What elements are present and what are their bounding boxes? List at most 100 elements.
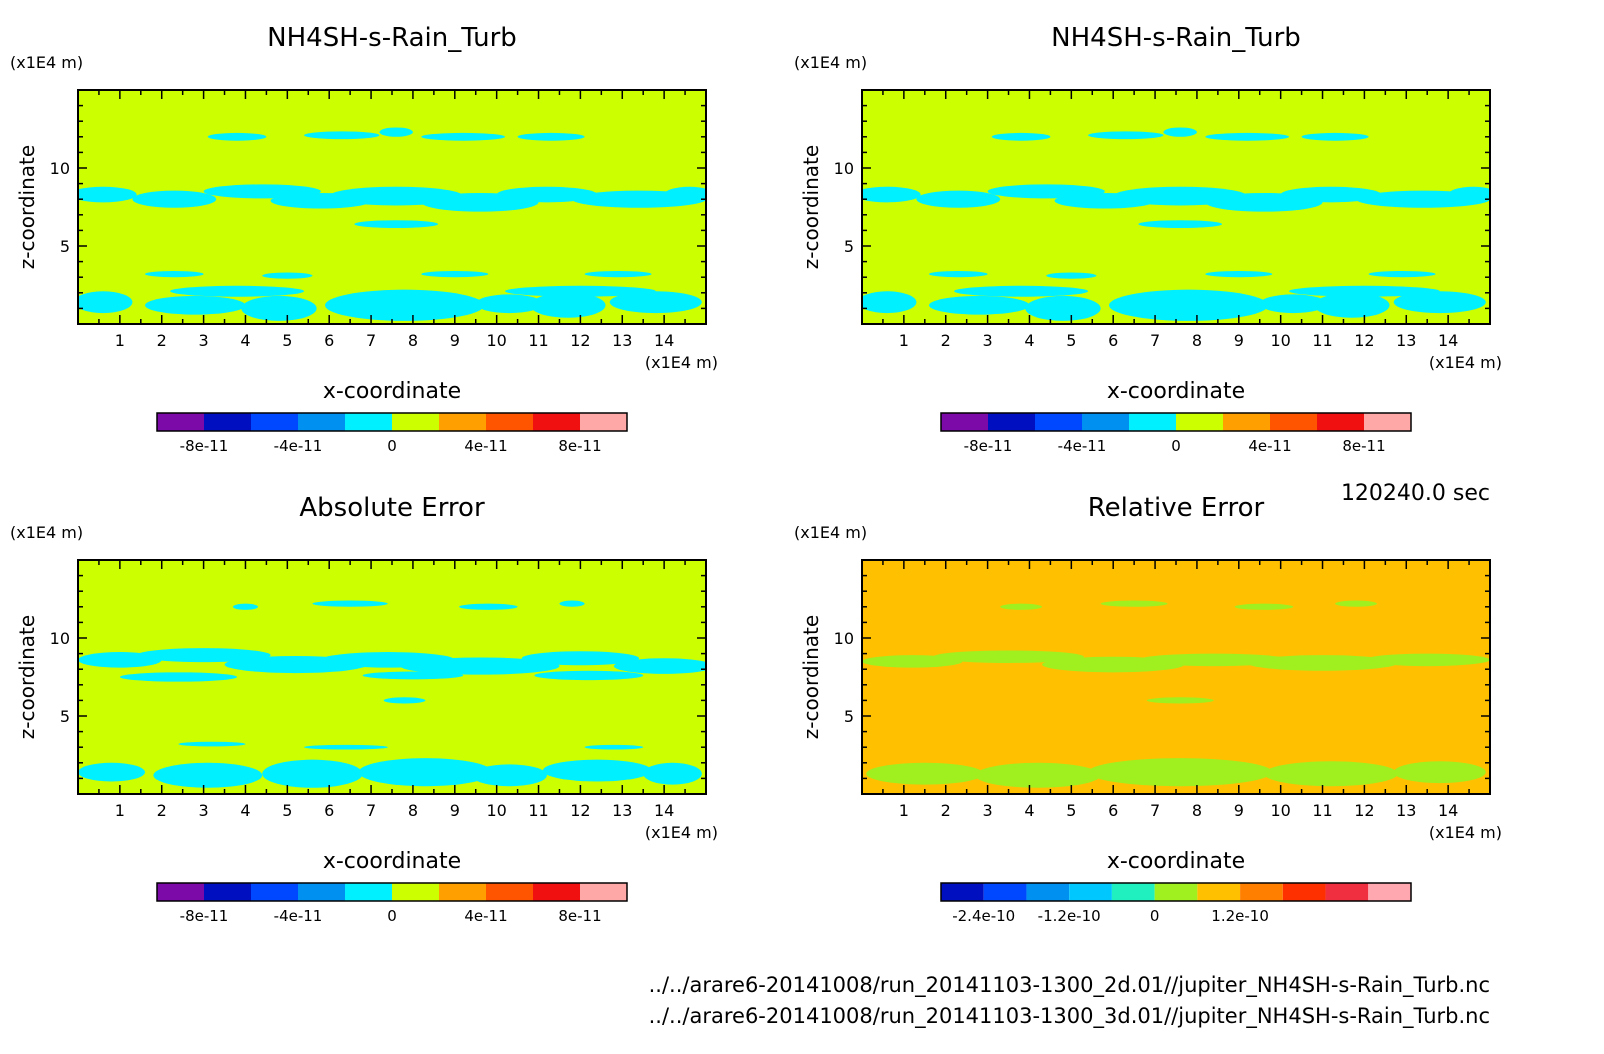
colorbar-swatch [1176, 413, 1223, 431]
contour-region [1138, 220, 1223, 229]
colorbar-label: -8e-11 [180, 907, 229, 925]
colorbar-swatch [251, 413, 298, 431]
colorbar-swatch [345, 413, 392, 431]
x-tick-label: 11 [528, 331, 548, 350]
colorbar-swatch [392, 413, 439, 431]
contour-region [362, 671, 464, 680]
colorbar-label: 0 [387, 907, 397, 925]
x-tick-label: 11 [528, 801, 548, 820]
y-tick-label: 5 [844, 237, 854, 256]
x-tick-label: 10 [1270, 331, 1290, 350]
contour-regions [78, 600, 706, 788]
y-axis-label: z-coordinate [15, 615, 39, 739]
contour-region [170, 285, 305, 297]
colorbar-swatch [941, 413, 988, 431]
colorbar-swatch [1154, 883, 1198, 901]
colorbar-label: -8e-11 [964, 437, 1013, 455]
y-unit-label: (x1E4 m) [10, 523, 83, 542]
colorbar-label: 4e-11 [464, 437, 507, 455]
y-tick-label: 5 [60, 707, 70, 726]
contour-region [178, 741, 246, 747]
x-tick-label: 9 [450, 331, 460, 350]
colorbar-swatch [298, 413, 345, 431]
colorbar-frame [940, 412, 1412, 432]
x-tick-label: 4 [240, 331, 250, 350]
colorbar-frame [156, 882, 628, 902]
x-tick-label: 9 [450, 801, 460, 820]
colorbar-swatch [1325, 883, 1369, 901]
contour-region [517, 132, 585, 141]
colorbar-swatch [251, 883, 298, 901]
contour-region [1234, 603, 1294, 610]
file-path-2d: ../../arare6-20141008/run_20141103-1300_… [649, 973, 1490, 998]
contour-region [383, 697, 426, 704]
contour-region [530, 292, 606, 318]
colorbar-swatch [1240, 883, 1283, 901]
x-tick-label: 2 [157, 331, 167, 350]
contour-region [928, 295, 1030, 315]
colorbar: -8e-11 -4e-11 0 4e-11 8e-11 [156, 882, 628, 925]
x-tick-label: 8 [1192, 331, 1202, 350]
contour-region [505, 285, 656, 297]
contour-region [458, 603, 518, 610]
contour-region [304, 744, 388, 750]
x-tick-label: 12 [1354, 801, 1374, 820]
contour-region [534, 670, 644, 681]
contour-region [78, 762, 145, 782]
contour-region [991, 132, 1051, 141]
contour-region [241, 295, 317, 321]
contour-region [262, 272, 313, 279]
x-tick-label: 14 [654, 331, 674, 350]
contour-region [584, 744, 644, 750]
x-tick-label: 3 [983, 331, 993, 350]
x-tick-label: 12 [570, 801, 590, 820]
contour-region [916, 190, 1001, 208]
contour-region [132, 190, 217, 208]
contour-region [1205, 270, 1273, 278]
colorbar-swatch [1129, 413, 1176, 431]
contour-region [862, 186, 921, 203]
colorbar-swatch [204, 883, 251, 901]
contour-region [1205, 132, 1290, 141]
file-path-3d: ../../arare6-20141008/run_20141103-1300_… [649, 1004, 1490, 1029]
contour-region [1247, 655, 1398, 671]
chart-panel-1: 1 2 3 4 5 6 7 8 9 10 11 12 13 14510NH4SH-s-Rain_Turb(… [10, 23, 718, 455]
x-tick-label: 6 [324, 801, 334, 820]
contour-region [262, 759, 363, 788]
contour-region [1025, 295, 1101, 321]
contour-region [866, 762, 984, 785]
x-tick-label: 14 [1438, 801, 1458, 820]
colorbar-swatch [486, 883, 533, 901]
y-tick-label: 10 [50, 629, 70, 648]
colorbar-frame [156, 412, 628, 432]
chart-title: Relative Error [1088, 493, 1265, 523]
colorbar-label: -4e-11 [1058, 437, 1107, 455]
x-tick-label: 14 [1438, 331, 1458, 350]
colorbar-label: 4e-11 [464, 907, 507, 925]
x-tick-label: 5 [282, 331, 292, 350]
colorbar-label: 0 [1150, 907, 1160, 925]
x-tick-label: 5 [1066, 801, 1076, 820]
contour-region [1100, 600, 1168, 607]
contour-region [933, 650, 1084, 663]
colorbar-swatch [988, 413, 1035, 431]
x-unit-label: (x1E4 m) [1429, 353, 1502, 372]
contour-region [928, 270, 988, 278]
colorbar-swatch [580, 883, 627, 901]
contour-region [232, 603, 259, 610]
contour-region [144, 295, 246, 315]
x-tick-label: 1 [115, 331, 125, 350]
contour-region [1259, 294, 1327, 314]
colorbar-label: -8e-11 [180, 437, 229, 455]
colorbar-label: 8e-11 [558, 437, 601, 455]
x-tick-label: 6 [1108, 331, 1118, 350]
contour-region [1263, 761, 1398, 787]
x-tick-label: 11 [1312, 801, 1332, 820]
x-tick-label: 10 [486, 801, 506, 820]
contour-region [975, 762, 1101, 788]
colorbar-swatch [439, 883, 486, 901]
x-axis-label: x-coordinate [1107, 379, 1245, 404]
colorbar-swatch [1111, 883, 1155, 901]
